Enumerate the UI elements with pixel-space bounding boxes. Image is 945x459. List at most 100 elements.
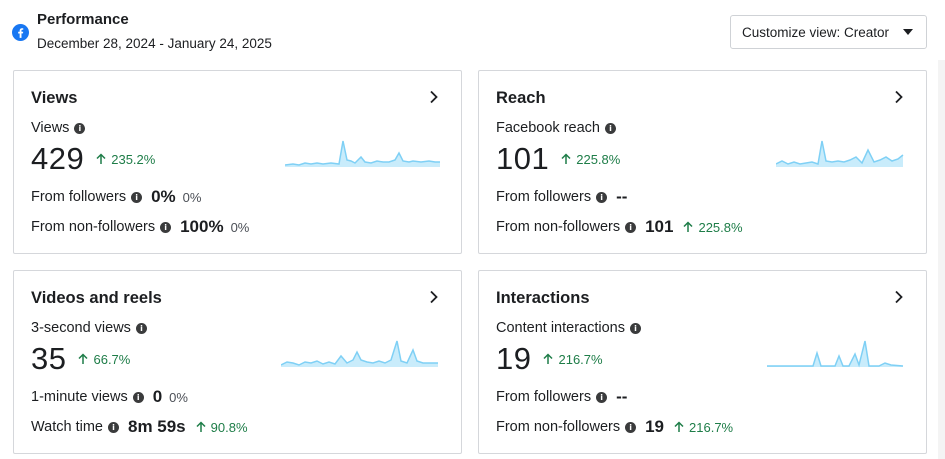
sub-metric-value: -- <box>616 387 628 406</box>
date-range: December 28, 2024 - January 24, 2025 <box>37 36 272 51</box>
sub-metric-label: From non-followers <box>496 419 621 435</box>
sub-metric-row: From followers i 0% 0% <box>31 187 201 207</box>
metric-value: 101 <box>496 141 550 176</box>
metric-value-row: 101 225.8% <box>496 141 620 177</box>
sub-metric-percent: 0% <box>182 189 202 205</box>
sub-metric-label: Watch time <box>31 419 103 435</box>
reach-card[interactable]: Reach Facebook reach i 101 225.8% From f… <box>478 70 927 254</box>
card-title: Reach <box>496 89 546 107</box>
arrow-up-icon <box>543 353 554 364</box>
performance-header: Performance December 28, 2024 - January … <box>0 0 945 60</box>
card-title: Videos and reels <box>31 289 162 307</box>
metric-label-text: Content interactions <box>496 320 625 336</box>
metric-value-row: 429 235.2% <box>31 141 155 177</box>
sub-metric-change-text: 225.8% <box>698 219 743 235</box>
sub-metric-row: Watch time i 8m 59s 90.8% <box>31 417 248 437</box>
sub-metric-row: From non-followers i 101 225.8% <box>496 217 743 237</box>
sub-metric-label: 1-minute views <box>31 389 128 405</box>
sub-metric-value: 8m 59s <box>127 417 186 436</box>
info-icon[interactable]: i <box>625 221 637 233</box>
metric-change-text: 225.8% <box>576 151 621 167</box>
sub-metric-value: -- <box>616 187 628 206</box>
caret-down-icon <box>903 29 913 35</box>
arrow-up-icon <box>561 153 571 164</box>
sub-metric-row: From non-followers i 19 216.7% <box>496 417 733 437</box>
arrow-up-icon <box>196 421 206 432</box>
sub-metric-change: 225.8% <box>683 219 743 235</box>
sub-metric-row: From non-followers i 100% 0% <box>31 217 249 237</box>
info-icon[interactable]: i <box>160 221 172 233</box>
sub-metric-change-text: 216.7% <box>689 419 734 435</box>
arrow-up-icon <box>683 221 693 232</box>
reach-sparkline <box>776 140 904 167</box>
metric-change: 216.7% <box>543 351 603 367</box>
scrollbar-track[interactable] <box>938 60 945 459</box>
sub-metric-value: 0 <box>152 387 163 406</box>
metric-label: Facebook reach i <box>496 120 616 136</box>
sub-metric-change-text: 90.8% <box>210 419 248 435</box>
interactions-card[interactable]: Interactions Content interactions i 19 2… <box>478 270 927 454</box>
views-sparkline <box>285 140 440 167</box>
card-title: Interactions <box>496 289 590 307</box>
sub-metric-label: From followers <box>31 189 127 205</box>
sub-metric-change: 216.7% <box>674 420 733 435</box>
chevron-right-icon[interactable] <box>427 290 441 304</box>
sub-metric-row: From followers i -- <box>496 387 627 407</box>
metric-value-row: 19 216.7% <box>496 341 603 377</box>
videos-sparkline <box>281 340 438 367</box>
metric-change: 225.8% <box>561 152 620 167</box>
views-card[interactable]: Views Views i 429 235.2% From followers i… <box>13 70 462 254</box>
page-title: Performance <box>37 11 129 28</box>
sub-metric-value: 0% <box>151 187 176 206</box>
info-icon[interactable]: i <box>596 191 608 203</box>
metric-label-text: 3-second views <box>31 320 131 336</box>
sub-metric-percent: 0% <box>169 389 188 405</box>
arrow-up-icon <box>78 353 89 364</box>
interactions-sparkline <box>767 340 904 368</box>
info-icon[interactable]: i <box>74 122 86 134</box>
metric-label: Views i <box>31 120 86 136</box>
metric-change-text: 216.7% <box>558 351 603 367</box>
arrow-up-icon <box>674 421 684 432</box>
metric-change: 66.7% <box>78 352 130 367</box>
sub-metric-label: From non-followers <box>31 219 156 235</box>
metric-value: 19 <box>496 341 532 376</box>
metric-change-text: 235.2% <box>111 151 156 167</box>
arrow-up-icon <box>96 153 106 164</box>
metric-change-text: 66.7% <box>93 351 131 367</box>
metric-value: 429 <box>31 141 85 176</box>
metric-label: 3-second views i <box>31 320 147 336</box>
metric-value: 35 <box>31 341 67 376</box>
sub-metric-row: From followers i -- <box>496 187 627 207</box>
metric-label-text: Views <box>31 120 70 136</box>
customize-view-dropdown[interactable]: Customize view: Creator <box>730 15 927 49</box>
metric-label-text: Facebook reach <box>496 120 600 136</box>
info-icon[interactable]: i <box>625 421 637 433</box>
sub-metric-value: 101 <box>645 217 674 236</box>
metric-value-row: 35 66.7% <box>31 341 130 377</box>
info-icon[interactable]: i <box>132 391 144 403</box>
card-title: Views <box>31 89 78 107</box>
metric-label: Content interactions i <box>496 320 641 336</box>
info-icon[interactable]: i <box>604 122 616 134</box>
info-icon[interactable]: i <box>131 191 143 203</box>
chevron-right-icon[interactable] <box>892 90 906 104</box>
info-icon[interactable]: i <box>107 421 119 433</box>
sub-metric-label: From non-followers <box>496 219 621 235</box>
info-icon[interactable]: i <box>596 391 608 403</box>
customize-view-label: Customize view: Creator <box>742 24 890 40</box>
sub-metric-value: 19 <box>645 417 665 436</box>
chevron-right-icon[interactable] <box>892 290 906 304</box>
info-icon[interactable]: i <box>629 322 641 334</box>
sub-metric-percent: 0% <box>230 219 250 235</box>
sub-metric-label: From followers <box>496 189 592 205</box>
sub-metric-change: 90.8% <box>196 420 248 435</box>
facebook-icon <box>12 24 29 41</box>
sub-metric-value: 100% <box>180 217 224 236</box>
videos-and-reels-card[interactable]: Videos and reels 3-second views i 35 66.… <box>13 270 462 454</box>
chevron-right-icon[interactable] <box>427 90 441 104</box>
sub-metric-label: From followers <box>496 389 592 405</box>
sub-metric-row: 1-minute views i 0 0% <box>31 387 188 407</box>
metric-change: 235.2% <box>96 152 155 167</box>
info-icon[interactable]: i <box>135 322 147 334</box>
